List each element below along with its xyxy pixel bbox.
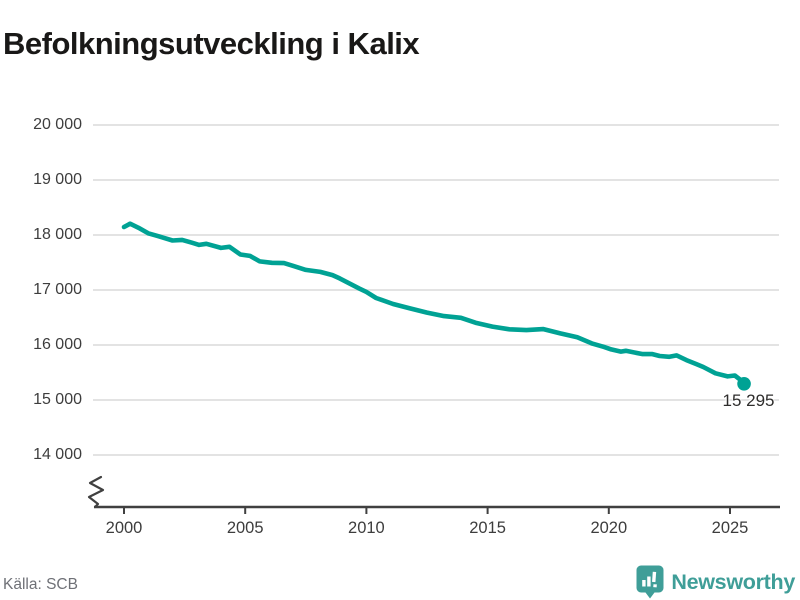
y-axis-tick-label: 20 000 bbox=[33, 116, 82, 133]
newsworthy-wordmark: Newsworthy bbox=[671, 569, 795, 594]
source-note: Källa: SCB bbox=[3, 576, 78, 593]
population-line bbox=[121, 221, 751, 391]
last-value-label: 15 295 bbox=[722, 391, 775, 410]
y-axis-tick-label: 15 000 bbox=[33, 391, 82, 408]
newsworthy-logo[interactable]: Newsworthy bbox=[636, 564, 795, 600]
x-axis-tick-label: 2015 bbox=[469, 519, 506, 537]
y-axis-tick-label: 14 000 bbox=[33, 446, 82, 463]
x-axis bbox=[94, 505, 780, 514]
gridlines bbox=[93, 124, 779, 456]
x-axis-tick-label: 2020 bbox=[590, 519, 628, 537]
y-axis-tick-label: 16 000 bbox=[33, 336, 82, 353]
axis-break-icon bbox=[87, 475, 105, 509]
chart-title: Befolkningsutveckling i Kalix bbox=[3, 25, 420, 61]
x-axis-tick-label: 2025 bbox=[711, 519, 749, 537]
x-axis-tick-label: 2010 bbox=[348, 519, 385, 537]
y-axis-tick-label: 18 000 bbox=[33, 226, 82, 243]
x-axis-tick-label: 2005 bbox=[226, 519, 264, 537]
x-axis-tick-label: 2000 bbox=[105, 519, 143, 537]
y-axis-tick-label: 17 000 bbox=[33, 281, 82, 298]
newsworthy-bubble-barchart-icon bbox=[636, 565, 664, 599]
y-axis-tick-label: 19 000 bbox=[33, 171, 82, 188]
